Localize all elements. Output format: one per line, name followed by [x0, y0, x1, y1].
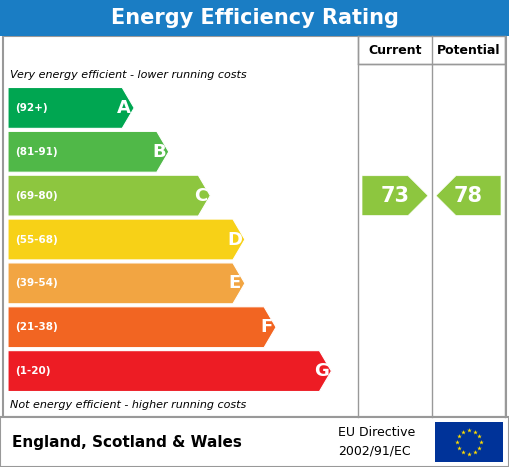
Text: G: G [314, 362, 329, 380]
Bar [0, 0, 509, 36]
Text: Not energy efficient - higher running costs: Not energy efficient - higher running co… [10, 400, 246, 410]
Text: F: F [260, 318, 272, 336]
Bar [435, 422, 503, 462]
Text: (81-91): (81-91) [15, 147, 58, 157]
Polygon shape [8, 87, 134, 128]
Text: (1-20): (1-20) [15, 366, 50, 376]
Text: (55-68): (55-68) [15, 234, 58, 245]
Polygon shape [362, 176, 428, 216]
Text: England, Scotland & Wales: England, Scotland & Wales [12, 434, 242, 450]
Text: Energy Efficiency Rating: Energy Efficiency Rating [110, 8, 399, 28]
Polygon shape [8, 219, 245, 260]
Text: (39-54): (39-54) [15, 278, 58, 288]
Text: 73: 73 [381, 186, 410, 205]
Bar [0, 417, 509, 467]
Polygon shape [8, 131, 169, 172]
Polygon shape [8, 307, 276, 347]
Bar [358, 36, 505, 64]
Text: (92+): (92+) [15, 103, 48, 113]
Text: Current: Current [368, 43, 422, 57]
Text: Potential: Potential [437, 43, 500, 57]
Text: Very energy efficient - lower running costs: Very energy efficient - lower running co… [10, 70, 247, 80]
Text: B: B [152, 143, 165, 161]
Polygon shape [8, 263, 245, 304]
Text: (21-38): (21-38) [15, 322, 58, 332]
Text: 78: 78 [454, 186, 483, 205]
Polygon shape [436, 176, 501, 216]
Text: EU Directive
2002/91/EC: EU Directive 2002/91/EC [338, 426, 415, 458]
Text: D: D [228, 231, 242, 248]
Text: E: E [229, 274, 241, 292]
Text: A: A [117, 99, 131, 117]
Text: C: C [194, 187, 207, 205]
Polygon shape [8, 351, 331, 391]
Bar [3, 36, 506, 417]
Polygon shape [8, 175, 210, 216]
Text: (69-80): (69-80) [15, 191, 58, 201]
